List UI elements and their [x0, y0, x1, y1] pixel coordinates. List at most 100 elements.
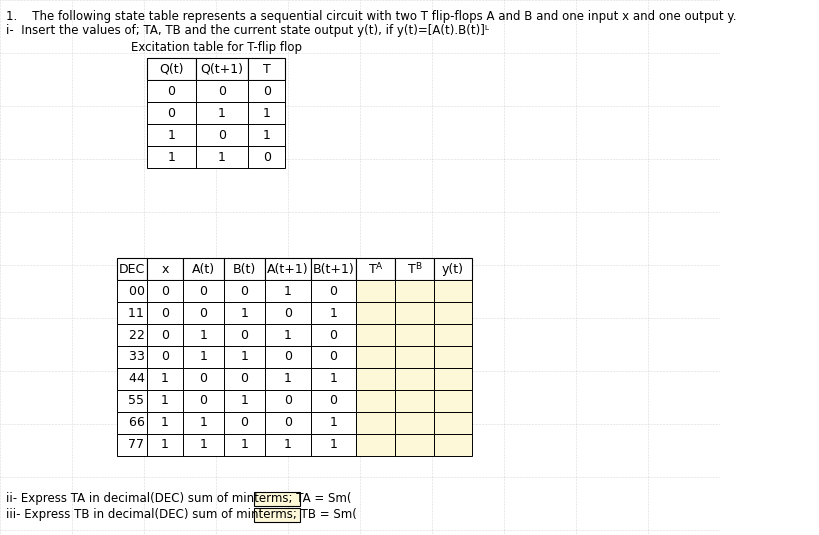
Bar [196, 58, 248, 80]
Text: 1: 1 [167, 150, 175, 164]
Text: y(t): y(t) [441, 263, 464, 276]
Bar [310, 412, 355, 434]
Text: 0: 0 [329, 394, 337, 408]
Bar [355, 434, 395, 456]
Text: 0: 0 [128, 285, 136, 297]
Text: ii- Express TA in decimal(DEC) sum of minterms; TA = Sm(: ii- Express TA in decimal(DEC) sum of mi… [6, 492, 351, 505]
Text: 1: 1 [218, 106, 226, 119]
Text: 0: 0 [218, 128, 226, 141]
Bar [224, 434, 265, 456]
Text: 1: 1 [161, 439, 169, 452]
Bar [248, 102, 285, 124]
Text: 5: 5 [128, 394, 136, 408]
Text: 1: 1 [128, 307, 136, 319]
Bar [310, 324, 355, 346]
Text: 0: 0 [283, 307, 292, 319]
Bar [248, 80, 285, 102]
Text: T: T [407, 263, 415, 276]
Bar [433, 368, 472, 390]
Bar [395, 324, 433, 346]
Bar [183, 280, 224, 302]
Text: 1: 1 [240, 350, 248, 363]
Bar [183, 302, 224, 324]
Bar [147, 434, 183, 456]
Text: 1: 1 [329, 372, 337, 386]
Bar [116, 434, 147, 456]
Bar [248, 58, 285, 80]
Text: 0: 0 [283, 394, 292, 408]
Text: 3: 3 [136, 350, 144, 363]
Text: 1: 1 [263, 106, 270, 119]
Text: A: A [376, 262, 382, 271]
Bar [224, 412, 265, 434]
Text: Q(t): Q(t) [159, 63, 183, 75]
Text: 1: 1 [199, 417, 207, 430]
Text: B: B [414, 262, 420, 271]
Bar [116, 280, 147, 302]
Text: DEC: DEC [119, 263, 145, 276]
Text: T: T [263, 63, 270, 75]
Text: 1: 1 [263, 128, 270, 141]
Bar [433, 302, 472, 324]
Bar [355, 280, 395, 302]
Bar [116, 324, 147, 346]
Text: 1: 1 [329, 439, 337, 452]
Bar [355, 346, 395, 368]
Bar [224, 368, 265, 390]
Text: 6: 6 [128, 417, 136, 430]
Bar [433, 434, 472, 456]
Bar [183, 412, 224, 434]
Bar [248, 146, 285, 168]
Bar [395, 258, 433, 280]
Bar [147, 258, 183, 280]
Bar [265, 302, 310, 324]
Bar [395, 346, 433, 368]
Bar [310, 302, 355, 324]
Bar [433, 390, 472, 412]
Bar [116, 258, 147, 280]
Bar [395, 280, 433, 302]
Text: 1.    The following state table represents a sequential circuit with two T flip-: 1. The following state table represents … [6, 10, 735, 23]
Text: x: x [161, 263, 169, 276]
Bar [183, 390, 224, 412]
Text: 2: 2 [136, 328, 144, 341]
Bar [355, 390, 395, 412]
Text: 0: 0 [199, 285, 207, 297]
Text: 0: 0 [283, 417, 292, 430]
Text: 4: 4 [136, 372, 144, 386]
Bar [224, 346, 265, 368]
Text: 7: 7 [128, 439, 136, 452]
Bar [395, 390, 433, 412]
Text: 0: 0 [240, 417, 248, 430]
Bar [254, 492, 300, 506]
Bar [147, 58, 196, 80]
Text: 0: 0 [199, 394, 207, 408]
Bar [395, 302, 433, 324]
Text: 1: 1 [283, 439, 292, 452]
Bar [433, 280, 472, 302]
Bar [196, 102, 248, 124]
Text: Excitation table for T-flip flop: Excitation table for T-flip flop [131, 41, 301, 54]
Text: i-  Insert the values of; TA, TB and the current state output y(t), if y(t)=[A(t: i- Insert the values of; TA, TB and the … [6, 24, 489, 37]
Bar [116, 390, 147, 412]
Text: 0: 0 [262, 85, 270, 97]
Bar [265, 280, 310, 302]
Text: 1: 1 [283, 285, 292, 297]
Bar [147, 412, 183, 434]
Bar [196, 124, 248, 146]
Text: 0: 0 [240, 328, 248, 341]
Text: 0: 0 [161, 285, 169, 297]
Text: 1: 1 [199, 439, 207, 452]
Text: A(t): A(t) [192, 263, 215, 276]
Bar [224, 390, 265, 412]
Bar [265, 368, 310, 390]
Bar [395, 434, 433, 456]
Text: 1: 1 [240, 439, 248, 452]
Bar [183, 324, 224, 346]
Bar [310, 346, 355, 368]
Bar [248, 124, 285, 146]
Text: 1: 1 [199, 350, 207, 363]
Bar [265, 434, 310, 456]
Bar [147, 390, 183, 412]
Text: 0: 0 [283, 350, 292, 363]
